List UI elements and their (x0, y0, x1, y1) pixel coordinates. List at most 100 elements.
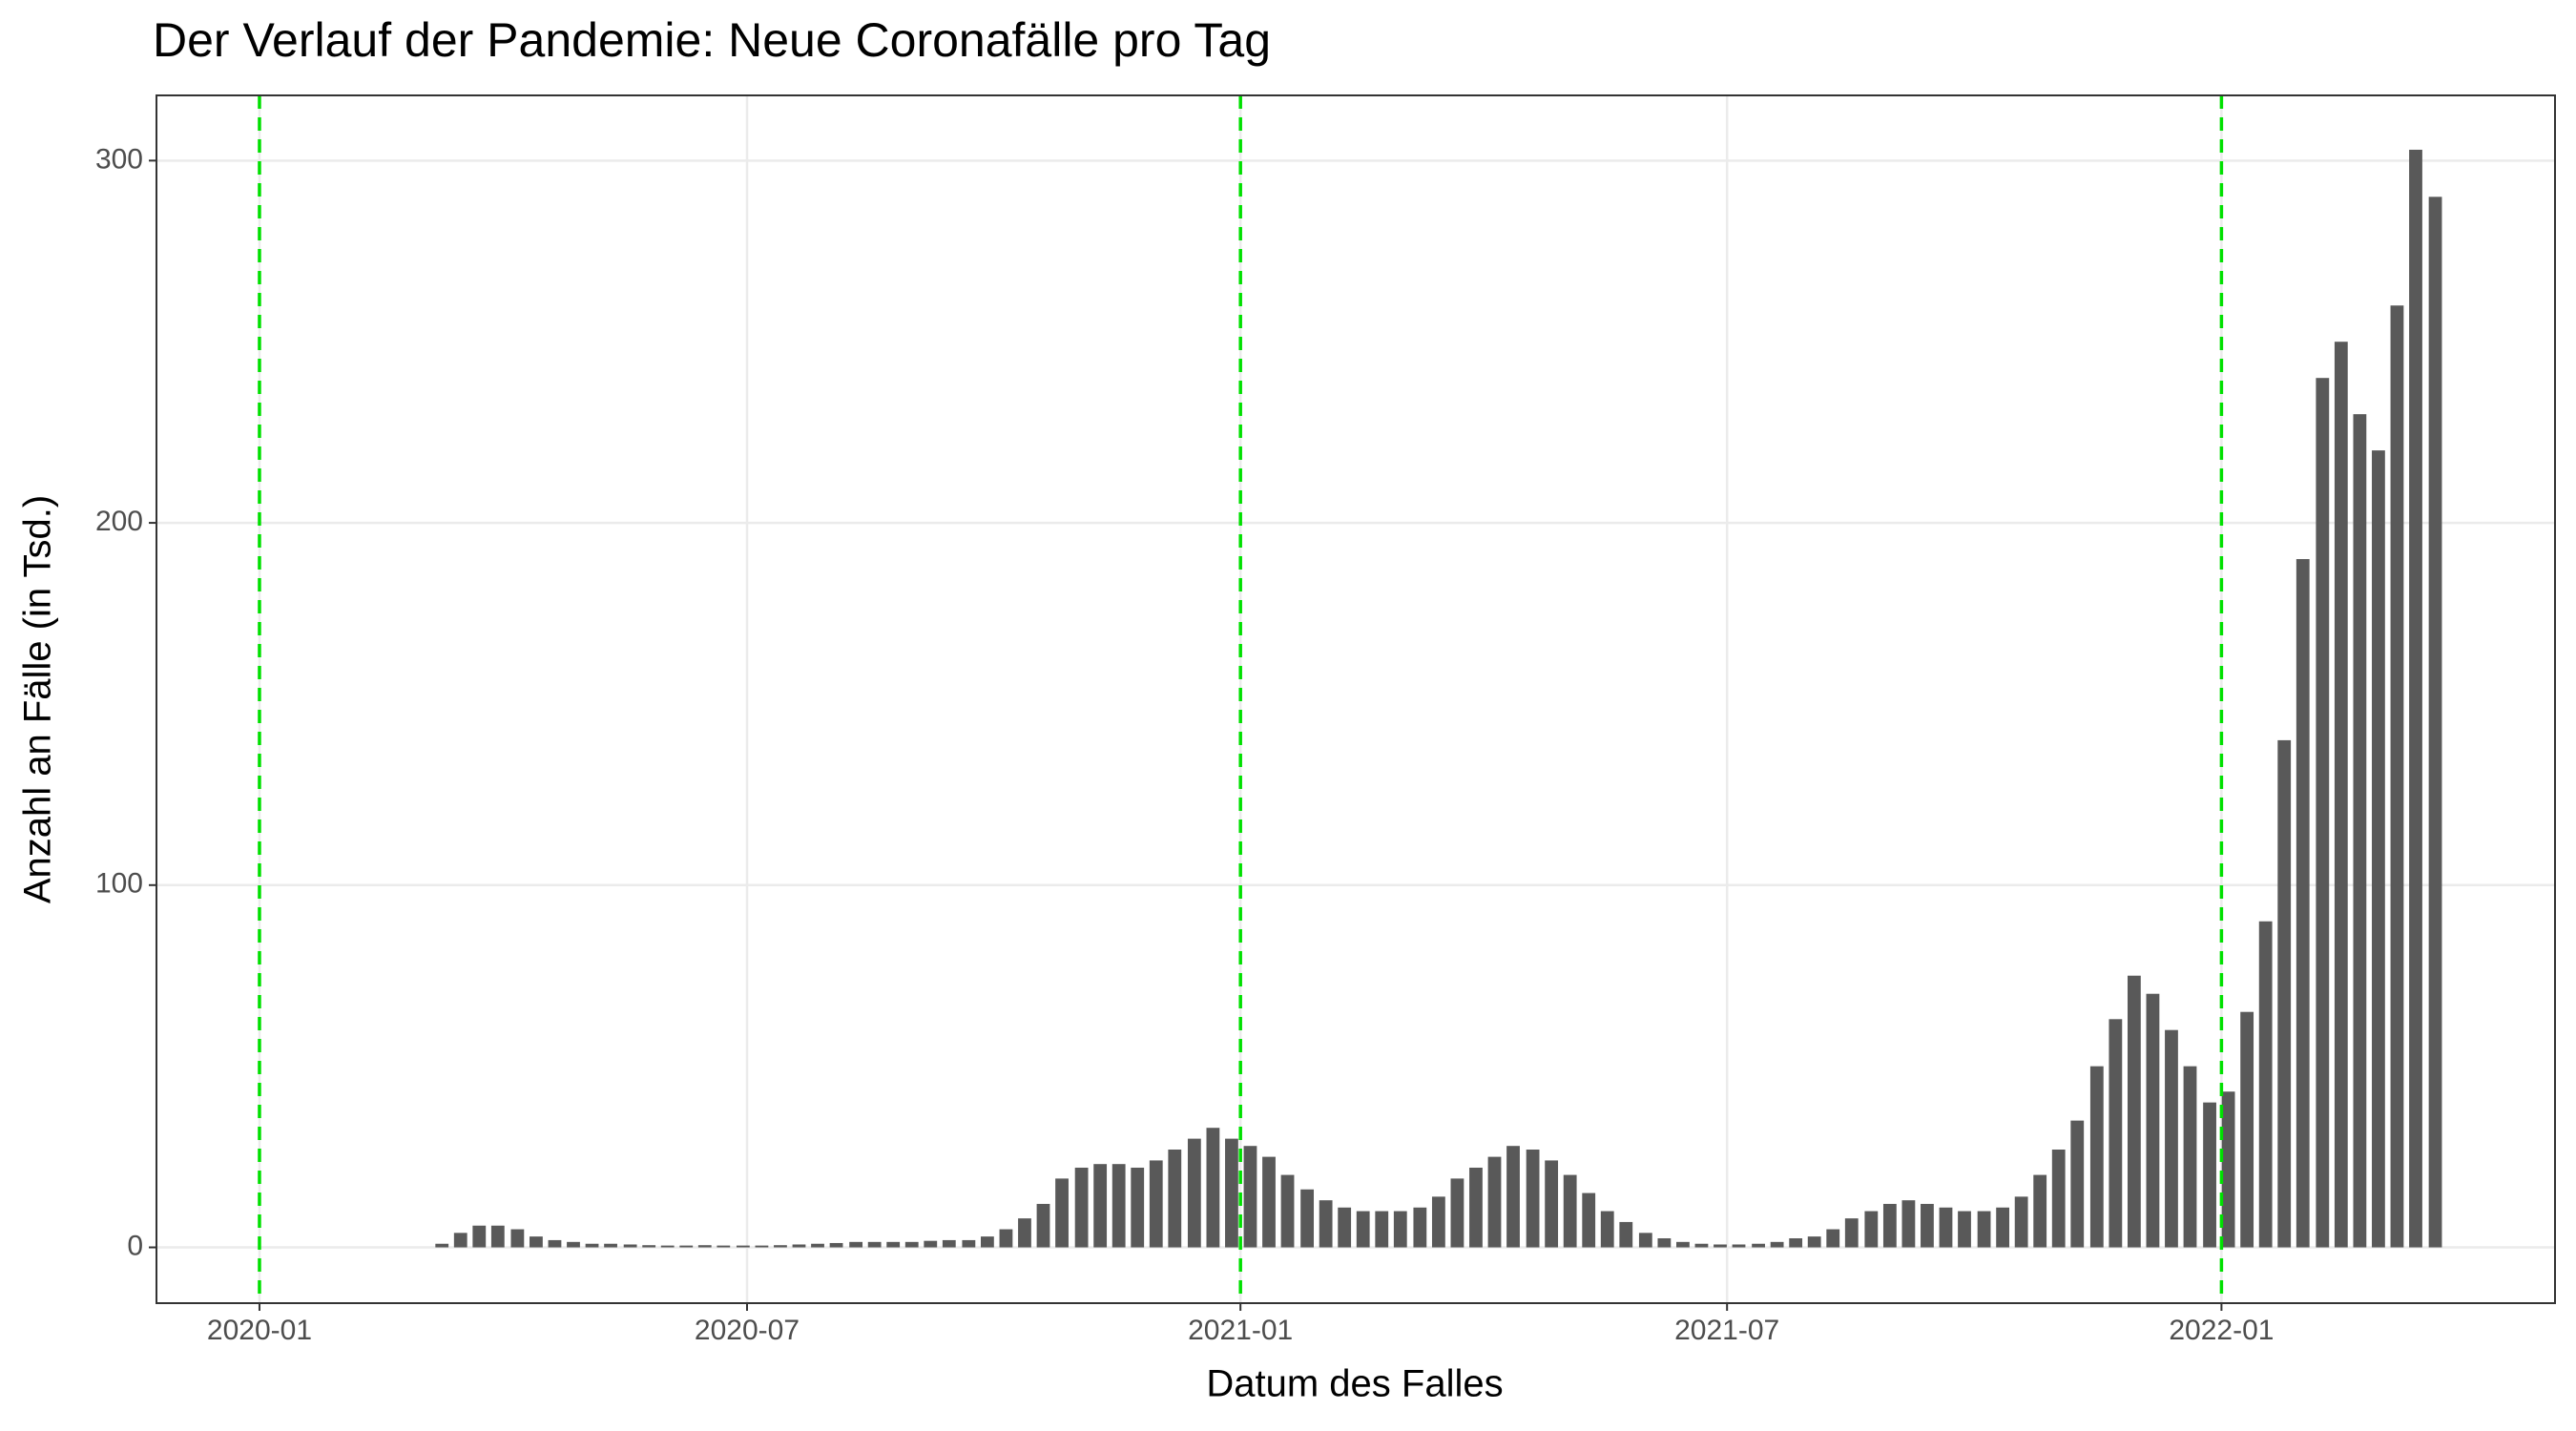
bar (1319, 1200, 1333, 1248)
bar (1921, 1203, 1934, 1248)
bar (1131, 1167, 1145, 1248)
bar (1206, 1128, 1220, 1248)
bar (2334, 342, 2348, 1248)
bar (1600, 1211, 1614, 1248)
bar (792, 1244, 806, 1248)
bar (642, 1245, 656, 1248)
bar (811, 1243, 824, 1248)
bar (472, 1225, 487, 1248)
bar (1356, 1211, 1370, 1248)
bar (1168, 1149, 1182, 1248)
bar (2109, 1019, 2123, 1248)
x-axis-title: Datum des Falles (1206, 1363, 1503, 1405)
bar (1844, 1218, 1859, 1248)
bar (1243, 1146, 1257, 1248)
bar (2033, 1174, 2047, 1248)
bar (886, 1241, 901, 1248)
bar (1582, 1192, 1596, 1248)
bar (1393, 1211, 1407, 1248)
bar (1545, 1160, 1559, 1248)
bar (490, 1225, 505, 1248)
bar (435, 1243, 449, 1248)
bar (2258, 921, 2273, 1248)
bar (2316, 378, 2330, 1248)
bar (697, 1245, 712, 1248)
bar (2221, 1091, 2235, 1248)
x-tick-label: 2022-01 (2169, 1315, 2274, 1346)
bar (2240, 1011, 2254, 1248)
bar (2070, 1120, 2085, 1248)
bar (2409, 149, 2422, 1248)
bar (2203, 1102, 2216, 1248)
bar (849, 1241, 863, 1248)
bar (585, 1243, 599, 1248)
bar (1431, 1196, 1445, 1248)
bar (1093, 1164, 1108, 1248)
bar (2146, 993, 2160, 1248)
bar (1469, 1167, 1483, 1248)
bar (1074, 1167, 1089, 1248)
bar (1506, 1146, 1520, 1248)
bar (548, 1239, 562, 1248)
bar (623, 1244, 637, 1248)
bar (924, 1240, 938, 1248)
y-tick-label: 100 (95, 868, 143, 900)
bar (1882, 1203, 1897, 1248)
bar (1018, 1218, 1031, 1248)
y-axis-title: Anzahl an Fälle (in Tsd.) (17, 495, 59, 903)
bar (1939, 1207, 1953, 1248)
bar (510, 1229, 525, 1248)
bar (1864, 1211, 1879, 1248)
bar (1338, 1207, 1352, 1248)
bar (1055, 1178, 1069, 1248)
bar (1676, 1241, 1690, 1248)
bar (1732, 1244, 1746, 1248)
bar (1752, 1243, 1765, 1248)
bar (1187, 1138, 1201, 1248)
bar (604, 1243, 617, 1248)
bar (1487, 1156, 1502, 1248)
bar (1996, 1207, 2010, 1248)
y-tick-label: 0 (127, 1230, 143, 1261)
bar (1789, 1238, 1803, 1248)
bar (1619, 1221, 1633, 1248)
bar (2165, 1029, 2178, 1248)
x-tick-label: 2021-07 (1674, 1315, 1779, 1346)
bar (904, 1241, 919, 1248)
bar (1413, 1207, 1427, 1248)
bar (717, 1245, 731, 1248)
chart-title: Der Verlauf der Pandemie: Neue Coronafäl… (153, 13, 1271, 67)
bar (453, 1233, 467, 1248)
bar (867, 1241, 882, 1248)
bar (1262, 1156, 1276, 1248)
y-tick-label: 200 (95, 506, 143, 537)
bar (1300, 1189, 1315, 1248)
bar (755, 1245, 769, 1248)
bar (774, 1245, 787, 1248)
bar (736, 1245, 750, 1248)
bar (2277, 739, 2292, 1248)
bar (1111, 1164, 1126, 1248)
bar (2428, 197, 2442, 1248)
bar (2089, 1066, 2104, 1248)
bar (2390, 305, 2404, 1248)
bar (1638, 1233, 1652, 1248)
bar (1225, 1138, 1238, 1248)
bar (1036, 1203, 1050, 1248)
bar (829, 1242, 843, 1248)
bar (1450, 1178, 1465, 1248)
bar (1714, 1244, 1727, 1248)
plot-border (156, 94, 2556, 1304)
x-tick-label: 2020-07 (695, 1315, 800, 1346)
bar (1826, 1229, 1840, 1248)
bar (981, 1236, 994, 1248)
bar (1770, 1241, 1784, 1248)
bar (1958, 1211, 1971, 1248)
bar (530, 1236, 543, 1248)
bar (1901, 1200, 1916, 1248)
bar (567, 1241, 580, 1248)
bar (2296, 559, 2310, 1248)
bar (1375, 1211, 1389, 1248)
bar (660, 1245, 675, 1248)
